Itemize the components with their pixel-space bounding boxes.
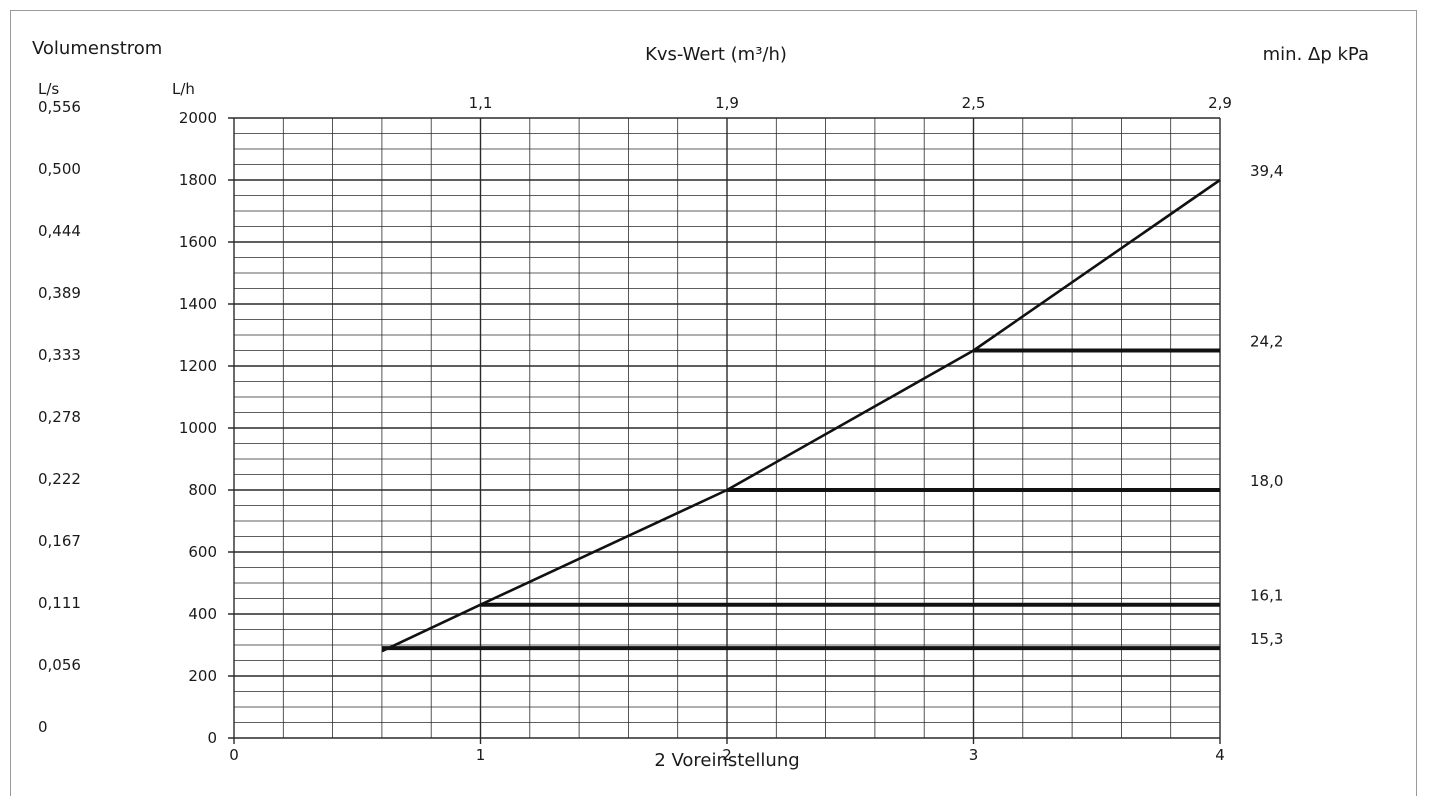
ls-tick-label: 0,167	[38, 532, 81, 550]
unit-lh: L/h	[172, 80, 195, 98]
x-tick-label: 4	[1215, 746, 1225, 764]
ls-tick-label: 0,444	[38, 222, 81, 240]
ls-tick-label: 0,056	[38, 656, 81, 674]
dp-label: 16,1	[1250, 587, 1283, 605]
lh-tick-label: 0	[207, 729, 217, 747]
curve-line	[381, 178, 1221, 653]
lh-tick-label: 400	[188, 605, 217, 623]
ls-tick-label: 0,389	[38, 284, 81, 302]
chart-title: Kvs-Wert (m³/h)	[645, 44, 787, 65]
ls-tick-label: 0,278	[38, 408, 81, 426]
right-title: min. Δp kPa	[1263, 44, 1369, 65]
lh-tick-label: 2000	[179, 109, 217, 127]
lh-tick-label: 1800	[179, 171, 217, 189]
unit-ls: L/s	[38, 80, 59, 98]
tick-labels: 0 200 400 600 800 1000 1200 1400 1600 1800 2000 0 0,…	[38, 94, 1283, 764]
lh-tick-label: 1400	[179, 295, 217, 313]
dp-label: 18,0	[1250, 472, 1283, 490]
grid-major	[228, 117, 1221, 744]
kvs-tick-label: 2,9	[1208, 94, 1232, 112]
pressure-levels	[381, 348, 1220, 651]
lh-tick-label: 1600	[179, 233, 217, 251]
dp-label: 15,3	[1250, 630, 1283, 648]
x-tick-label: 3	[969, 746, 979, 764]
lh-tick-label: 200	[188, 667, 217, 685]
ls-tick-label: 0,333	[38, 346, 81, 364]
ls-tick-label: 0,222	[38, 470, 81, 488]
x-axis-label: 2 Voreinstellung	[654, 750, 799, 771]
dp-label: 24,2	[1250, 333, 1283, 351]
kvs-tick-label: 2,5	[962, 94, 986, 112]
lh-tick-label: 1000	[179, 419, 217, 437]
lh-tick-label: 800	[188, 481, 217, 499]
chart-frame	[10, 10, 1417, 796]
lh-tick-label: 1200	[179, 357, 217, 375]
x-tick-label: 1	[476, 746, 486, 764]
lh-tick-label: 600	[188, 543, 217, 561]
x-tick-label: 0	[229, 746, 239, 764]
ls-tick-label: 0	[38, 718, 48, 736]
kvs-tick-label: 1,9	[715, 94, 739, 112]
ls-tick-label: 0,556	[38, 98, 81, 116]
left-title: Volumenstrom	[32, 38, 162, 59]
flow-curve	[381, 178, 1221, 653]
ls-tick-label: 0,500	[38, 160, 81, 178]
x-tick-label: 2	[722, 746, 732, 764]
kvs-tick-label: 1,1	[469, 94, 493, 112]
ls-tick-label: 0,111	[38, 594, 81, 612]
dp-label: 39,4	[1250, 162, 1283, 180]
